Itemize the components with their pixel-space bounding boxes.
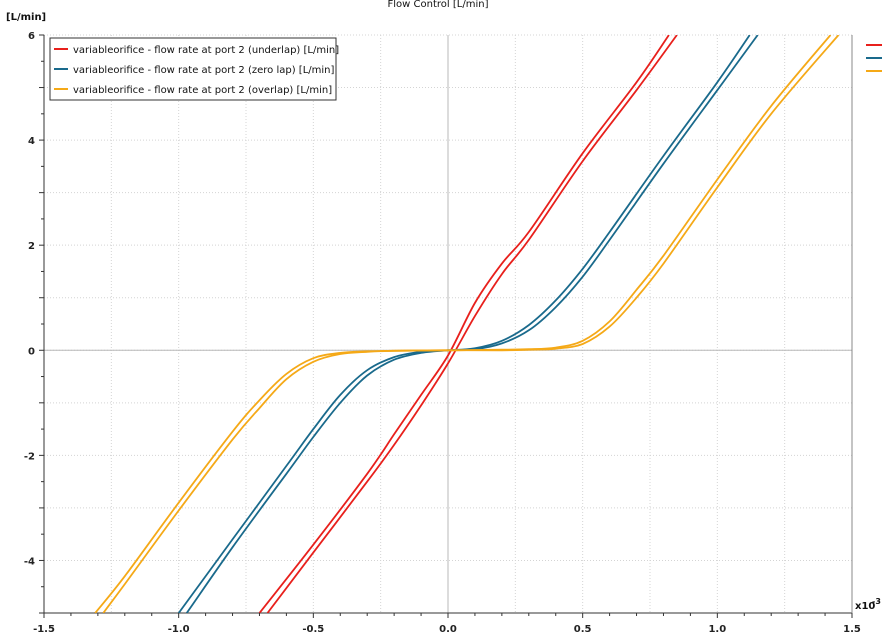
x-multiplier-base: x10 [855, 601, 875, 612]
y-tick-label: 6 [28, 31, 35, 42]
x-tick-label: 0.5 [574, 624, 592, 635]
y-axis-label: [L/min] [6, 12, 46, 23]
y-tick-label: 2 [28, 241, 35, 252]
legend-label-1: variableorifice - flow rate at port 2 (z… [73, 65, 335, 76]
x-tick-label: -0.5 [302, 624, 324, 635]
legend[interactable]: variableorifice - flow rate at port 2 (u… [49, 37, 339, 101]
series-0-line-1 [266, 35, 678, 613]
y-tick-label: 0 [28, 346, 35, 357]
y-tick-label: -2 [24, 451, 35, 462]
x-tick-label: 0.0 [439, 624, 457, 635]
y-tick-label: -4 [24, 556, 35, 567]
series-lines [94, 35, 840, 613]
tick-labels: -1.5 -1.0 -0.5 0.0 0.5 1.0 1.5 -4 -2 0 2 4 6 [24, 31, 861, 635]
series-2-line-1 [102, 35, 840, 613]
series-2 [94, 35, 840, 613]
x-tick-label: -1.5 [33, 624, 55, 635]
x-tick-label: 1.0 [708, 624, 726, 635]
x-tick-label: -1.0 [168, 624, 190, 635]
series-0-line-0 [258, 35, 670, 613]
x-axis-multiplier: x10 -3 [855, 597, 881, 612]
legend-label-2: variableorifice - flow rate at port 2 (o… [73, 85, 332, 96]
x-tick-label: 1.5 [843, 624, 861, 635]
series-0 [258, 35, 678, 613]
legend-label-0: variableorifice - flow rate at port 2 (u… [73, 45, 339, 56]
x-multiplier-exponent: -3 [872, 597, 881, 606]
chart-title: Flow Control [L/min] [388, 0, 489, 10]
side-legend-swatches [866, 44, 882, 72]
y-tick-label: 4 [28, 136, 35, 147]
legend-box [49, 37, 337, 101]
